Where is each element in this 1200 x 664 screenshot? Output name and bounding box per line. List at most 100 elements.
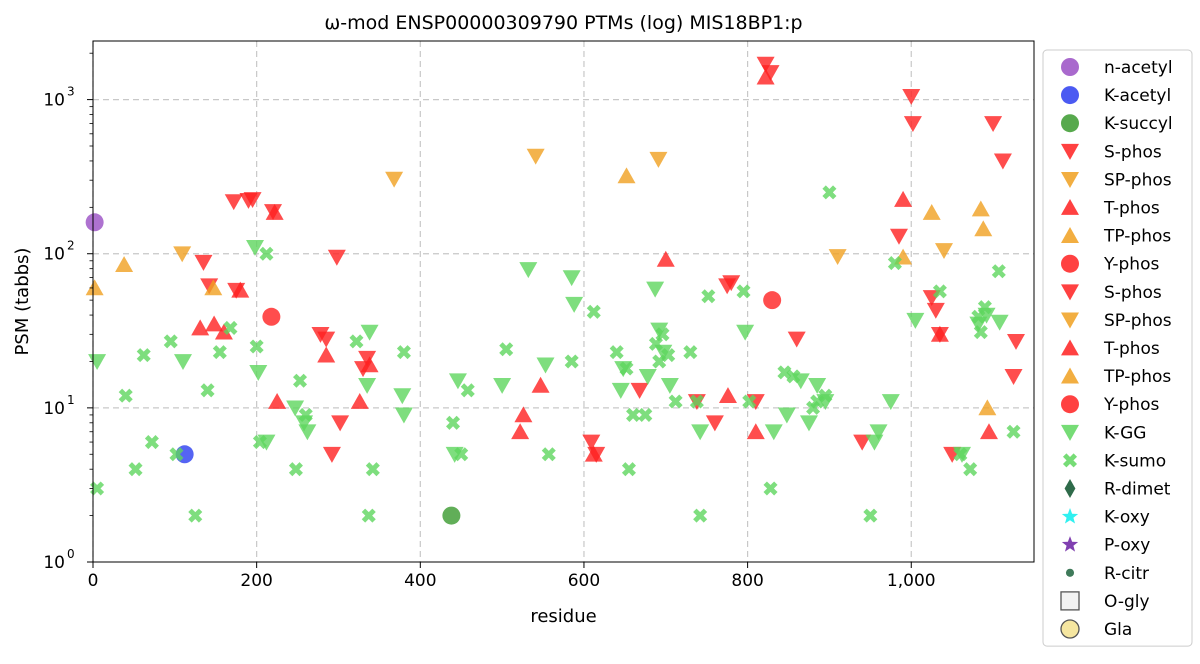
data-point — [536, 357, 555, 374]
y-axis-title: PSM (tabbs) — [12, 248, 33, 356]
legend-label: P-oxy — [1104, 536, 1150, 556]
data-point — [787, 331, 806, 348]
y-tick-exponent: 1 — [67, 393, 75, 407]
data-point — [360, 324, 379, 341]
data-point — [293, 373, 308, 388]
legend-frame — [1042, 49, 1193, 647]
legend-marker — [1060, 591, 1080, 611]
data-point — [85, 213, 104, 232]
legend-marker — [1061, 395, 1079, 414]
legend-label: TP-phos — [1103, 227, 1171, 247]
data-point — [514, 406, 533, 423]
data-point — [756, 56, 775, 73]
legend-marker — [1061, 172, 1079, 188]
legend-label: TP-phos — [1103, 367, 1171, 387]
data-point — [1004, 369, 1023, 385]
data-point — [626, 407, 641, 422]
data-point — [619, 361, 634, 376]
x-tick-label: 800 — [731, 571, 763, 591]
legend-marker — [1061, 339, 1079, 356]
data-point — [288, 462, 303, 477]
data-point — [317, 331, 336, 348]
data-point — [934, 243, 953, 260]
data-point — [519, 262, 538, 279]
series-K-GG — [88, 239, 1009, 463]
data-point — [818, 388, 833, 403]
x-tick-label: 1,000 — [887, 571, 936, 591]
data-point — [584, 445, 603, 462]
data-point — [358, 350, 377, 367]
data-point — [621, 462, 636, 477]
x-axis-title: residue — [530, 606, 596, 627]
data-point — [231, 281, 250, 298]
data-point — [971, 200, 990, 217]
data-point — [259, 246, 274, 261]
legend-marker — [1061, 254, 1079, 273]
data-point — [853, 434, 872, 451]
data-point — [742, 394, 757, 409]
data-point — [777, 365, 792, 380]
data-point — [887, 256, 902, 271]
data-point — [701, 289, 716, 304]
data-point — [932, 284, 947, 299]
legend-label: T-phos — [1103, 199, 1160, 219]
data-point — [661, 348, 676, 363]
data-point — [660, 377, 679, 394]
series-K-sumo — [90, 185, 1021, 523]
data-point — [777, 407, 796, 424]
data-point — [922, 204, 941, 220]
data-point — [448, 373, 467, 390]
data-point — [188, 508, 203, 523]
data-point — [638, 369, 657, 385]
data-point — [655, 327, 670, 342]
legend-marker — [1061, 367, 1079, 384]
data-point — [736, 324, 755, 341]
data-point — [136, 348, 151, 363]
y-tick-label: 10 — [43, 399, 65, 419]
data-point — [246, 239, 265, 256]
data-point — [562, 270, 581, 287]
legend-marker — [1060, 619, 1080, 639]
series-K-succyl — [442, 506, 461, 525]
data-point — [265, 204, 284, 220]
data-point — [442, 506, 461, 525]
legend-label: Y-phos — [1103, 255, 1159, 275]
legend-label: n-acetyl — [1104, 58, 1173, 78]
data-point — [88, 354, 107, 371]
data-point — [822, 185, 837, 200]
y-tick-exponent: 0 — [67, 547, 75, 561]
data-point — [903, 116, 922, 133]
legend-label: Gla — [1104, 620, 1132, 640]
data-point — [163, 334, 178, 349]
legend-marker — [1061, 143, 1079, 160]
data-point — [799, 415, 818, 432]
data-point — [906, 312, 925, 329]
data-point — [460, 383, 475, 398]
data-point — [736, 284, 751, 299]
data-point — [763, 481, 778, 496]
legend-marker — [1061, 227, 1079, 243]
data-point — [169, 447, 184, 462]
data-point — [144, 435, 159, 450]
data-point — [361, 508, 376, 523]
data-point — [223, 320, 238, 335]
data-point — [756, 68, 775, 85]
data-point — [173, 246, 192, 263]
data-point — [564, 354, 579, 369]
y-tick-exponent: 3 — [67, 85, 75, 99]
legend: n-acetyl K-acetyl K-succyl S-phos SP-phos T-p… — [1042, 49, 1193, 647]
plot-frame — [92, 40, 1035, 563]
data-point — [656, 250, 675, 267]
series-Y-phos — [262, 291, 782, 326]
data-point — [705, 415, 724, 432]
data-point — [350, 392, 369, 409]
series-n-acetyl — [85, 213, 104, 232]
data-point — [115, 256, 134, 272]
grid-lines — [92, 41, 1034, 562]
data-point — [693, 508, 708, 523]
legend-label: R-dimet — [1104, 480, 1171, 500]
data-point — [991, 264, 1006, 279]
data-point — [683, 345, 698, 360]
legend-marker — [1061, 86, 1079, 105]
data-point — [396, 345, 411, 360]
